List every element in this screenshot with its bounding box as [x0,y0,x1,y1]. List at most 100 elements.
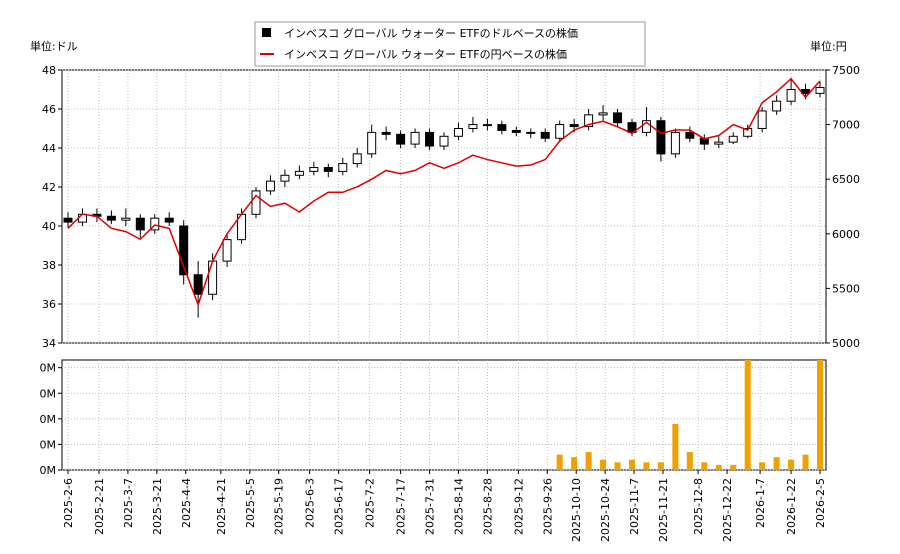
x-tick-label: 2026-1-7 [754,478,767,528]
candle-body [670,131,680,155]
candle-body [280,174,290,182]
x-tick-label: 2025-7-31 [424,478,437,535]
x-tick-label: 2025-2-21 [93,478,106,535]
y-axis-label: 単位:ドル [30,39,78,53]
y-tick-label: 40 [42,220,56,233]
x-tick-label: 2025-6-17 [333,478,346,535]
x-tick-label: 2025-6-3 [304,478,317,528]
candle-body [338,163,348,172]
y-tick-label: 48 [42,64,56,77]
volume-bar [744,360,751,470]
candle-body [757,110,767,129]
legend-label: インベスコ グローバル ウォーター ETFの円ベースの株価 [284,47,567,61]
candle-body [468,124,478,129]
candle-body [598,112,608,116]
candle-body [352,153,362,165]
candle-body [584,114,594,128]
candle-body [410,131,420,145]
y2-tick-label: 7000 [832,119,860,132]
candle-body [772,100,782,112]
y2-tick-label: 6000 [832,228,860,241]
candle-body [77,213,87,223]
legend-swatch [262,28,271,37]
candle-body [121,217,131,221]
x-tick-label: 2025-8-14 [452,478,465,535]
price-frame [61,69,827,344]
volume-bar [686,452,693,470]
candle-body [685,131,695,139]
candle-body [208,260,218,295]
volume-bar [600,459,607,470]
candle-body [63,217,73,223]
x-tick-label: 2025-9-12 [512,478,525,535]
volume-bar [730,464,737,470]
x-tick-label: 2025-3-21 [151,478,164,535]
candle-body [613,112,623,124]
candle-body [265,180,275,192]
x-tick-label: 2025-11-21 [657,478,670,542]
x-tick-label: 2025-9-26 [541,478,554,535]
volume-bar [759,462,766,470]
y2-tick-label: 5500 [832,282,860,295]
volume-bar [556,454,563,470]
candle-body [526,131,536,134]
candle-body [453,128,463,137]
candle-body [555,124,565,139]
volume-bar [788,459,795,470]
x-tick-label: 2025-5-5 [244,478,257,528]
x-tick-label: 2025-7-2 [364,478,377,528]
candle-body [482,124,492,127]
volume-bar [672,423,679,470]
y2-tick-label: 6500 [832,173,860,186]
x-tick-label: 2025-2-6 [62,478,75,528]
candle-body [179,225,189,276]
candle-body [309,167,319,172]
candle-body [641,120,651,133]
candle-body [497,124,507,131]
y-tick-label: 34 [42,337,56,350]
legend-label: インベスコ グローバル ウォーター ETFのドルベースの株価 [284,26,578,40]
y2-axis-label: 単位:円 [810,39,847,53]
candle-body [569,124,579,128]
x-tick-label: 2025-8-28 [481,478,494,535]
candle-body [815,87,825,94]
candle-body [251,190,261,215]
candle-body [540,131,550,139]
volume-bar [701,462,708,470]
volume-bar [773,457,780,470]
candle-body [367,131,377,155]
volume-bar [571,457,578,470]
x-tick-label: 2025-4-21 [215,478,228,535]
volume-bar [715,464,722,470]
x-tick-label: 2026-1-22 [785,478,798,535]
y-tick-label: 0M [40,362,57,375]
y-tick-label: 42 [42,181,56,194]
candle-body [381,131,391,135]
x-tick-label: 2025-3-7 [122,478,135,528]
candle-body [396,133,406,145]
x-tick-label: 2025-5-19 [273,478,286,535]
candle-body [425,131,435,147]
y-tick-label: 38 [42,259,56,272]
volume-bar [614,462,621,470]
candle-body [106,215,116,221]
x-tick-label: 2025-10-10 [570,478,583,542]
legend [254,21,646,67]
candle-body [135,217,145,231]
candle-body [656,120,666,155]
volume-bar [585,452,592,470]
y2-tick-label: 7500 [832,64,860,77]
y-tick-label: 0M [40,413,57,426]
x-tick-label: 2025-7-17 [395,478,408,535]
yen-line [67,77,821,308]
x-tick-label: 2026-2-5 [814,478,827,528]
x-tick-label: 2025-4-4 [180,478,193,528]
volume-bar [657,462,664,470]
candle-body [786,89,796,102]
volume-bar [817,360,823,470]
y-tick-label: 0M [40,438,57,451]
candle-body [164,217,174,223]
volume-bar [629,459,635,470]
x-tick-label: 2025-11-7 [628,478,641,535]
